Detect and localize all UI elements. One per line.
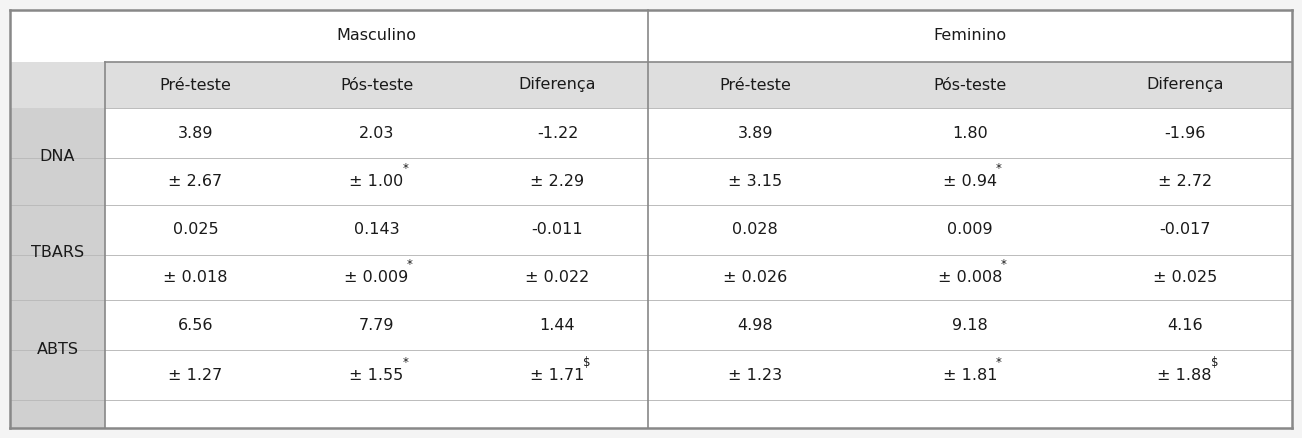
Text: 1.80: 1.80 [952, 126, 988, 141]
Text: $: $ [583, 356, 591, 369]
Text: *: * [402, 356, 409, 369]
Bar [10, 158, 105, 205]
Text: Pré-teste: Pré-teste [160, 78, 232, 92]
Text: 3.89: 3.89 [178, 126, 214, 141]
Text: 4.16: 4.16 [1167, 318, 1203, 332]
Text: ABTS: ABTS [36, 343, 78, 357]
Text: ± 2.67: ± 2.67 [168, 174, 223, 189]
Text: Masculino: Masculino [336, 28, 417, 43]
Bar [105, 350, 1292, 400]
Text: ± 0.009: ± 0.009 [344, 270, 409, 285]
Text: ± 0.025: ± 0.025 [1152, 270, 1217, 285]
Text: Diferença: Diferença [518, 78, 596, 92]
Text: ± 1.27: ± 1.27 [168, 367, 223, 382]
Bar [10, 10, 1292, 62]
Bar [10, 300, 105, 350]
Text: *: * [996, 356, 1001, 369]
Bar [10, 62, 1292, 108]
Bar [10, 400, 105, 428]
Bar [105, 300, 1292, 350]
Text: TBARS: TBARS [31, 245, 85, 260]
Text: 0.009: 0.009 [947, 223, 993, 237]
Bar [10, 205, 105, 255]
Text: ± 1.88: ± 1.88 [1157, 367, 1212, 382]
Bar [105, 255, 1292, 300]
Text: -0.011: -0.011 [531, 223, 583, 237]
Text: ± 2.72: ± 2.72 [1157, 174, 1212, 189]
Bar [105, 400, 1292, 428]
Text: *: * [996, 162, 1001, 175]
Bar [105, 158, 1292, 205]
Text: 3.89: 3.89 [738, 126, 773, 141]
Text: ± 3.15: ± 3.15 [728, 174, 783, 189]
Text: *: * [406, 258, 413, 271]
Text: Pré-teste: Pré-teste [720, 78, 792, 92]
Text: $: $ [1211, 356, 1219, 369]
Text: 9.18: 9.18 [952, 318, 988, 332]
Text: 4.98: 4.98 [737, 318, 773, 332]
Text: ± 0.94: ± 0.94 [943, 174, 997, 189]
Text: Pós-teste: Pós-teste [934, 78, 1006, 92]
Text: ± 0.018: ± 0.018 [163, 270, 228, 285]
Text: ± 0.008: ± 0.008 [937, 270, 1003, 285]
Text: 2.03: 2.03 [359, 126, 395, 141]
Bar [105, 205, 1292, 255]
Text: Diferença: Diferença [1146, 78, 1224, 92]
Text: ± 0.022: ± 0.022 [526, 270, 590, 285]
Text: *: * [1000, 258, 1006, 271]
Text: 0.025: 0.025 [173, 223, 219, 237]
Text: -1.96: -1.96 [1164, 126, 1206, 141]
Text: Pós-teste: Pós-teste [340, 78, 413, 92]
Text: 0.143: 0.143 [354, 223, 400, 237]
Text: ± 1.55: ± 1.55 [349, 367, 404, 382]
Text: -1.22: -1.22 [536, 126, 578, 141]
Text: ± 1.23: ± 1.23 [728, 367, 783, 382]
Text: ± 2.29: ± 2.29 [530, 174, 585, 189]
Text: ± 1.00: ± 1.00 [349, 174, 404, 189]
Text: DNA: DNA [40, 149, 76, 164]
Text: 6.56: 6.56 [178, 318, 214, 332]
Bar [10, 108, 105, 158]
Text: -0.017: -0.017 [1159, 223, 1211, 237]
Text: ± 0.026: ± 0.026 [723, 270, 788, 285]
Text: 0.028: 0.028 [733, 223, 779, 237]
Text: *: * [402, 162, 409, 175]
Bar [105, 108, 1292, 158]
Text: ± 1.81: ± 1.81 [943, 367, 997, 382]
Bar [10, 350, 105, 400]
Text: Feminino: Feminino [934, 28, 1006, 43]
Text: ± 1.71: ± 1.71 [530, 367, 585, 382]
Text: 7.79: 7.79 [359, 318, 395, 332]
Text: 1.44: 1.44 [540, 318, 575, 332]
Bar [10, 255, 105, 300]
